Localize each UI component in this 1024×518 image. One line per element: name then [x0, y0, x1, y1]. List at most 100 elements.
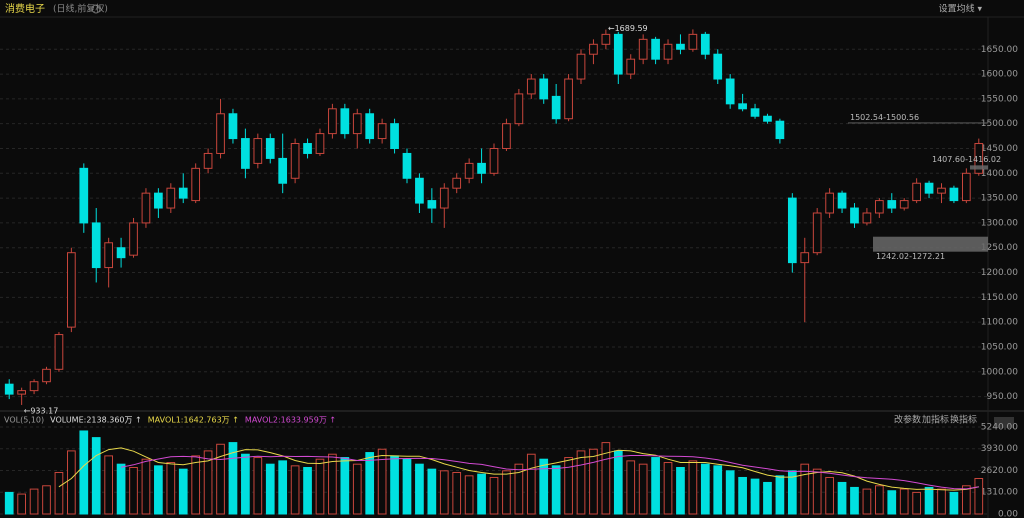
candle-body: [79, 167, 89, 224]
zone-label: 1502.54-1500.56: [850, 113, 919, 122]
price-zone: [873, 236, 988, 252]
volume-legend: MAVOL2:1633.959万 ↑: [245, 416, 336, 425]
candle-body: [154, 192, 163, 209]
indicator-button[interactable]: 改参数: [894, 414, 921, 426]
y-tick-label: 1250.00: [981, 243, 1018, 253]
volume-bar: [663, 462, 673, 515]
volume-bar: [4, 491, 14, 515]
candle-body: [352, 113, 362, 135]
volume-bar: [514, 463, 524, 515]
volume-bar: [439, 470, 449, 515]
candle-body: [67, 252, 76, 328]
candle-body: [477, 162, 486, 174]
volume-bar: [166, 462, 176, 515]
volume-bar: [601, 442, 611, 515]
volume-bar: [825, 476, 834, 515]
candle-body: [328, 108, 337, 135]
candle-body: [700, 33, 710, 55]
settings-icon[interactable]: [91, 4, 101, 14]
candle-body: [787, 197, 797, 264]
volume-bar: [962, 485, 971, 515]
candle-body: [365, 113, 375, 140]
volume-tick-label: 1310.00: [981, 488, 1018, 498]
y-tick-label: 1100.00: [981, 318, 1018, 328]
volume-bar: [390, 455, 399, 515]
volume-bar: [949, 491, 959, 515]
candle-body: [663, 43, 673, 60]
candle-body: [763, 115, 772, 122]
candle-body: [800, 252, 810, 264]
volume-bar: [850, 486, 859, 515]
indicator-button[interactable]: 加指标: [922, 414, 949, 426]
volume-bar: [800, 463, 810, 515]
volume-bar: [365, 452, 375, 515]
annotation: ←933.17: [24, 406, 59, 415]
volume-tick-label: 3930.00: [981, 444, 1018, 454]
y-tick-label: 1550.00: [981, 94, 1018, 104]
candle-body: [899, 200, 909, 209]
volume-bar: [887, 490, 897, 515]
close-button[interactable]: [994, 417, 1014, 428]
candle-body: [613, 33, 623, 75]
y-tick-label: 1500.00: [981, 119, 1018, 129]
candle-body: [924, 182, 934, 194]
price-zone: [970, 165, 988, 170]
candle-body: [812, 212, 822, 254]
volume-bar: [278, 460, 288, 515]
volume-bar: [862, 488, 872, 515]
candle-body: [241, 138, 250, 169]
volume-bar: [129, 467, 138, 515]
candle-body: [526, 78, 536, 95]
candle-body: [651, 38, 660, 60]
volume-bar: [54, 471, 64, 515]
volume-bar: [589, 448, 598, 515]
volume-legend: MAVOL1:1642.763万 ↑: [148, 416, 239, 425]
volume-bar: [241, 453, 250, 515]
candle-body: [564, 78, 573, 120]
volume-legend: VOL(5,10): [4, 416, 44, 425]
y-tick-label: 1150.00: [981, 293, 1018, 303]
y-tick-label: 1350.00: [981, 194, 1018, 204]
candle-body: [688, 33, 698, 50]
candle-body: [489, 147, 499, 174]
volume-bar: [141, 458, 151, 515]
volume-bar: [340, 457, 350, 515]
volume-bar: [402, 458, 412, 515]
candle-body: [962, 172, 971, 202]
volume-bar: [787, 470, 797, 515]
volume-ma-line: [121, 455, 979, 490]
candle-body: [4, 383, 14, 395]
candle-body: [862, 212, 872, 224]
volume-legend: VOLUME:2138.360万 ↑: [50, 416, 142, 425]
candle-body: [54, 334, 64, 370]
volume-bar: [42, 485, 51, 515]
candle-body: [576, 53, 586, 80]
candle-body: [638, 38, 648, 60]
volume-tick-label: 0.00: [998, 510, 1018, 518]
volume-bar: [178, 468, 188, 515]
candle-body: [887, 200, 897, 209]
volume-bar: [191, 455, 201, 515]
volume-bar: [328, 453, 337, 515]
candle-body: [377, 123, 387, 140]
candle-body: [216, 113, 225, 154]
volume-bar: [452, 471, 462, 515]
candle-body: [775, 120, 785, 140]
candle-body: [439, 187, 449, 209]
y-tick-label: 1000.00: [981, 367, 1018, 377]
volume-bar: [912, 491, 921, 515]
candle-body: [340, 108, 350, 135]
candle-body: [178, 187, 188, 199]
volume-bar: [489, 476, 499, 515]
menu-button[interactable]: 设置均线 ▾: [939, 3, 983, 15]
candle-body: [539, 78, 549, 100]
candle-body: [713, 53, 723, 80]
candle-body: [402, 152, 412, 179]
candle-body: [253, 138, 263, 164]
volume-bar: [713, 465, 723, 515]
candle-body: [502, 123, 511, 149]
volume-bar: [613, 450, 623, 515]
candle-body: [303, 143, 312, 154]
indicator-button[interactable]: 换指标: [950, 414, 977, 426]
candle-body: [912, 182, 921, 202]
